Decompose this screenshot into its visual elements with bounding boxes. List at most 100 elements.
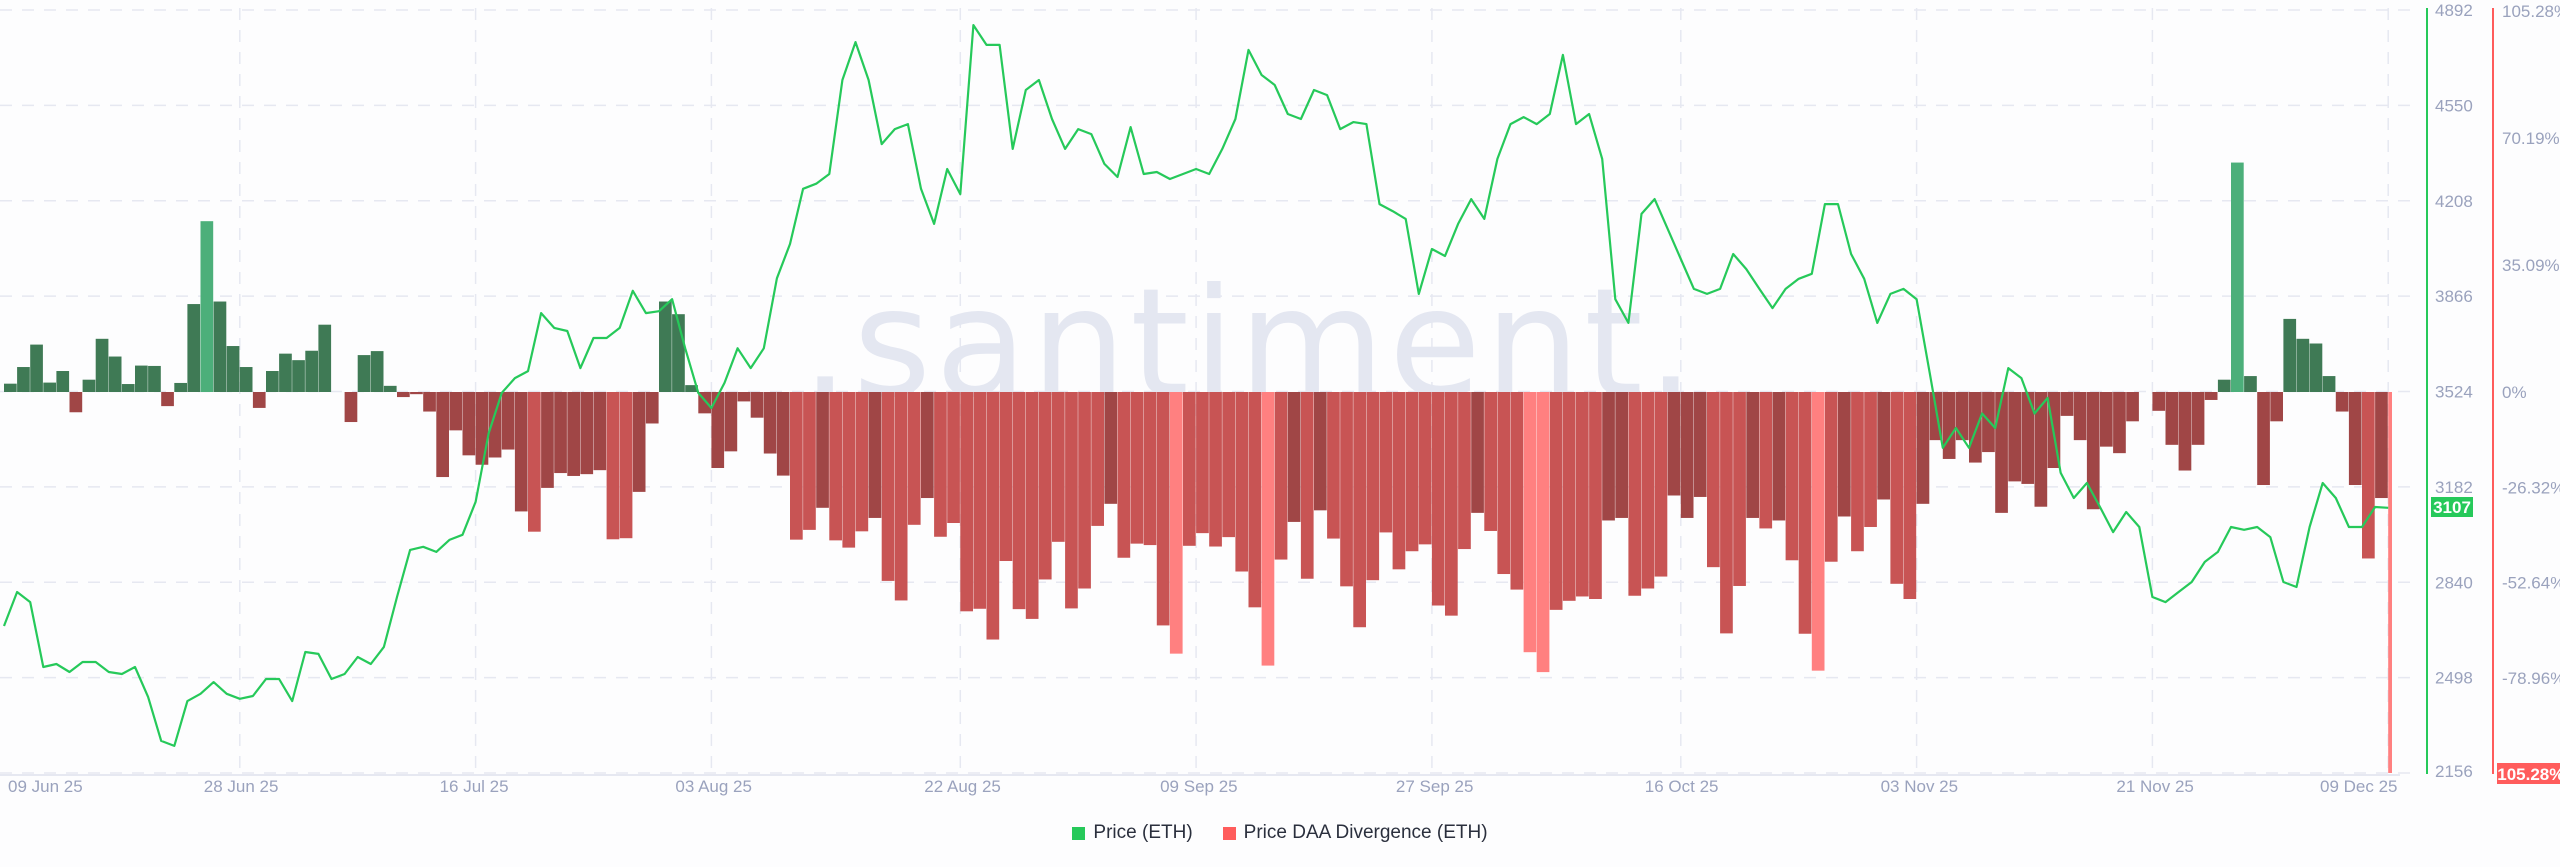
- divergence-bar: [2152, 392, 2166, 411]
- divergence-bar: [357, 355, 371, 392]
- divergence-bar: [1248, 392, 1262, 608]
- divergence-bar: [1641, 392, 1655, 589]
- divergence-bar: [148, 365, 161, 392]
- divergence-bars: [4, 162, 2392, 773]
- divergence-bar: [2388, 392, 2392, 773]
- divergence-bar: [1012, 392, 1026, 610]
- divergence-bar: [645, 392, 659, 424]
- x-tick-label: 16 Jul 25: [440, 777, 509, 796]
- divergence-bar: [2362, 392, 2375, 559]
- divergence-bar: [737, 392, 751, 402]
- divergence-bar: [449, 392, 463, 431]
- divergence-bar: [1536, 392, 1550, 673]
- divergence-bar: [1877, 392, 1890, 500]
- legend-item-divergence[interactable]: Price DAA Divergence (ETH): [1222, 822, 1488, 844]
- divergence-bar: [750, 392, 764, 418]
- divergence-bar: [2231, 162, 2244, 392]
- divergence-bar: [279, 353, 292, 392]
- divergence-bar: [541, 392, 554, 488]
- divergence-bar: [2126, 392, 2139, 422]
- divergence-bar: [43, 382, 56, 392]
- x-tick-label: 22 Aug 25: [924, 777, 1001, 796]
- divergence-bar: [619, 392, 633, 539]
- divergence-bar: [1117, 392, 1131, 558]
- divergence-bar: [763, 392, 777, 454]
- divergence-bar: [2191, 392, 2205, 445]
- divergence-bar: [593, 392, 607, 471]
- divergence-bar: [318, 324, 332, 392]
- divergence-bar: [2244, 376, 2257, 392]
- legend: Price (ETH) Price DAA Divergence (ETH): [0, 822, 2560, 844]
- divergence-bar: [2073, 392, 2087, 441]
- divergence-bar: [1667, 392, 1681, 496]
- price-tick-label: 2156: [2435, 762, 2473, 781]
- divergence-bar: [1300, 392, 1314, 579]
- price-tick-label: 2498: [2435, 669, 2473, 688]
- divergence-bar: [528, 392, 541, 532]
- divergence-tick-label: -78.96%: [2502, 669, 2560, 688]
- divergence-bar: [776, 392, 790, 476]
- divergence-bar: [1955, 392, 1969, 441]
- divergence-bar: [842, 392, 856, 548]
- divergence-bar: [1143, 392, 1157, 546]
- divergence-bar: [1327, 392, 1340, 539]
- divergence-bar: [1418, 392, 1432, 545]
- divergence-bar: [1222, 392, 1235, 538]
- divergence-bar: [1314, 392, 1327, 511]
- price-tick-label: 3524: [2435, 383, 2473, 402]
- divergence-bar: [894, 392, 908, 601]
- divergence-bar: [934, 392, 947, 537]
- legend-item-price[interactable]: Price (ETH): [1072, 822, 1193, 844]
- divergence-bar: [790, 392, 803, 540]
- divergence-bar: [2375, 392, 2388, 499]
- x-tick-label: 21 Nov 25: [2116, 777, 2194, 796]
- divergence-bar: [567, 392, 580, 476]
- divergence-bar: [1038, 392, 1052, 580]
- divergence-bar: [2296, 338, 2310, 392]
- divergence-bar: [30, 344, 43, 392]
- divergence-bar: [2178, 392, 2192, 471]
- divergence-bar: [2100, 392, 2113, 447]
- divergence-tick-label: -52.64%: [2502, 574, 2560, 593]
- divergence-bar: [1549, 392, 1563, 610]
- divergence-bar: [1733, 392, 1746, 586]
- divergence-bar: [1183, 392, 1196, 546]
- divergence-bar: [2021, 392, 2035, 484]
- divergence-bar: [2322, 376, 2336, 392]
- x-tick-label: 16 Oct 25: [1645, 777, 1719, 796]
- divergence-bar: [999, 392, 1013, 562]
- divergence-bar: [383, 385, 397, 392]
- divergence-bar: [1562, 392, 1576, 601]
- divergence-bar: [344, 392, 358, 423]
- x-tick-label: 09 Sep 25: [1160, 777, 1238, 796]
- divergence-bar: [947, 392, 960, 524]
- divergence-tick-label: 105.28%: [2502, 2, 2560, 21]
- divergence-bar: [580, 392, 594, 475]
- divergence-bar: [2165, 392, 2179, 445]
- divergence-bar: [724, 392, 738, 452]
- divergence-bar: [1445, 392, 1458, 616]
- divergence-bar: [1916, 392, 1930, 504]
- divergence-bar: [423, 392, 436, 412]
- divergence-bar: [606, 392, 620, 540]
- divergence-bar: [1353, 392, 1366, 628]
- divergence-bar: [1052, 392, 1065, 542]
- divergence-bar: [1510, 392, 1524, 590]
- divergence-bar: [1903, 392, 1917, 600]
- price-last-value: 3107: [2433, 498, 2471, 517]
- x-tick-label: 03 Nov 25: [1881, 777, 1959, 796]
- divergence-bar: [69, 392, 83, 413]
- x-tick-label: 09 Dec 25: [2320, 777, 2398, 796]
- price-tick-label: 4550: [2435, 96, 2473, 115]
- divergence-bar: [187, 304, 201, 392]
- divergence-bar: [462, 392, 476, 456]
- divergence-bar: [554, 392, 567, 474]
- divergence-bar: [1405, 392, 1419, 552]
- divergence-bar: [1969, 392, 1982, 463]
- divergence-bar: [2217, 379, 2231, 392]
- divergence-bar: [1589, 392, 1602, 600]
- divergence-bar: [1379, 392, 1393, 533]
- divergence-bar: [1261, 392, 1275, 666]
- divergence-bar: [475, 392, 489, 465]
- divergence-bar: [1484, 392, 1497, 531]
